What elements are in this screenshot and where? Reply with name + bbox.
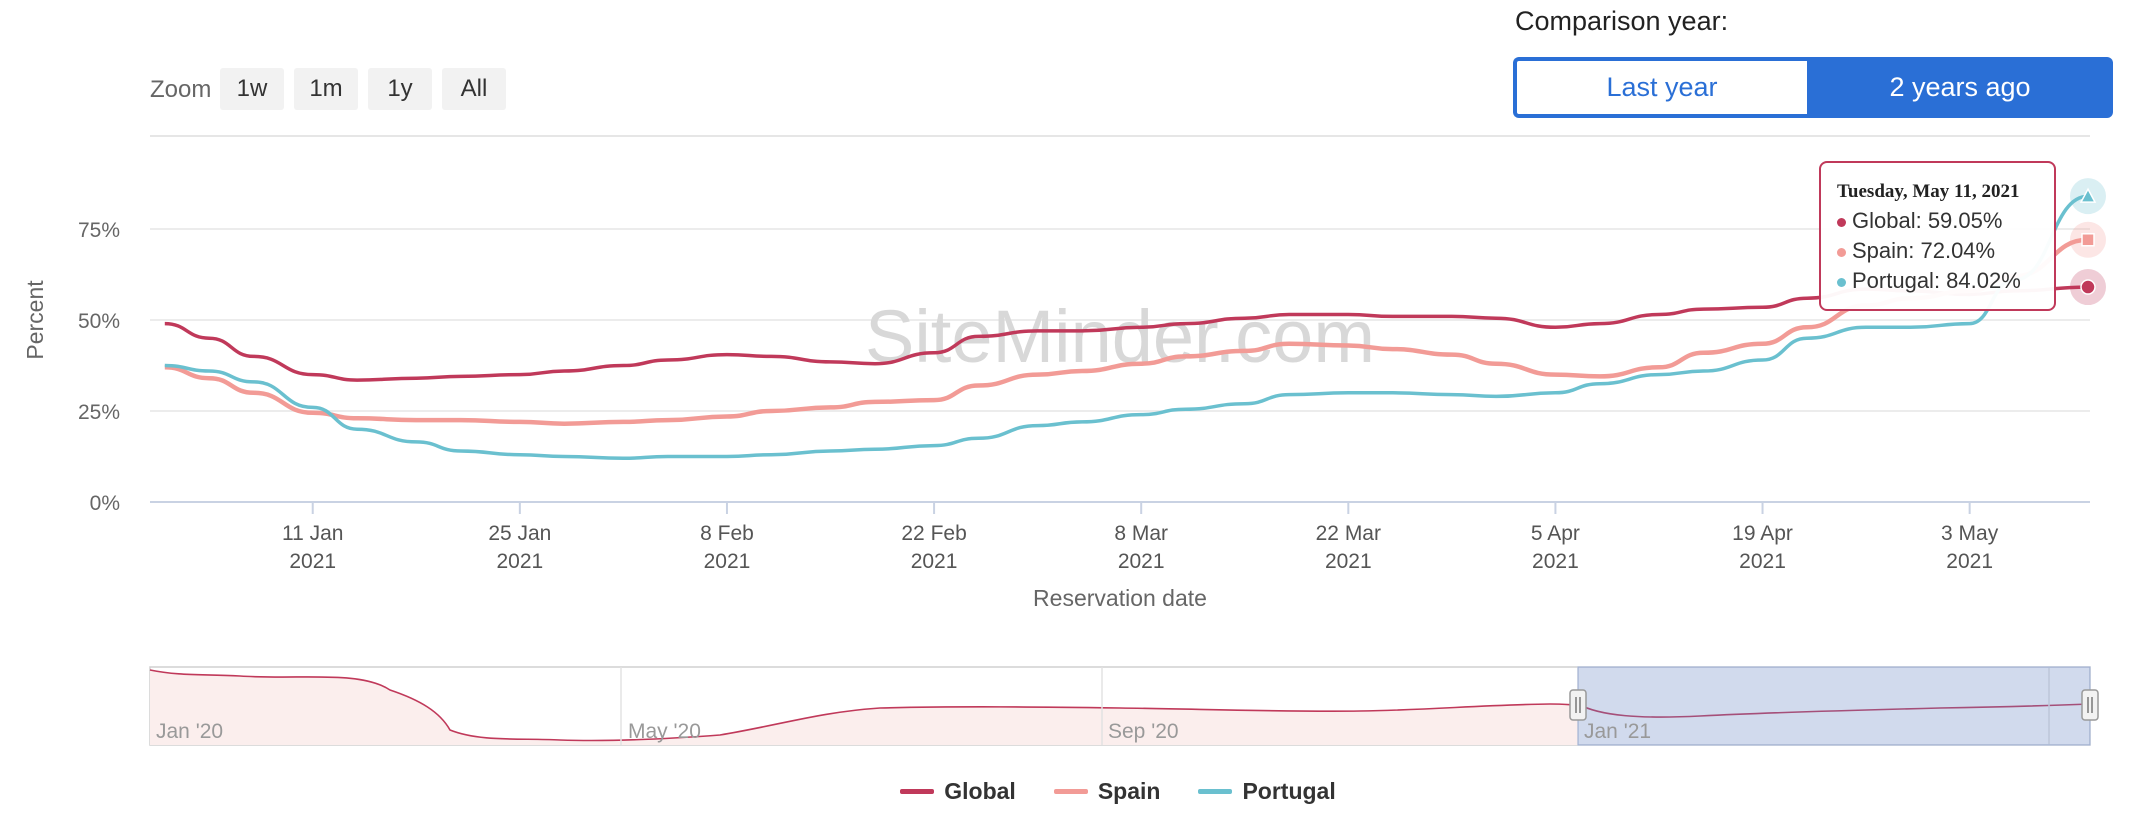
tooltip-spain-value: Spain: 72.04% xyxy=(1852,238,1996,263)
x-tick-label: 8 Feb xyxy=(700,522,754,545)
x-tick-label: 2021 xyxy=(1739,550,1786,573)
x-tick-label: 22 Mar xyxy=(1316,522,1381,545)
tooltip-row-portugal: Portugal: 84.02% xyxy=(1837,266,2038,296)
navigator-label-may20: May '20 xyxy=(628,720,701,743)
y-axis-title: Percent xyxy=(22,280,48,360)
tooltip-global-value: Global: 59.05% xyxy=(1852,208,2003,233)
x-tick-label: 2021 xyxy=(704,550,751,573)
navigator-selection[interactable] xyxy=(1577,666,2091,746)
zoom-all-button[interactable]: All xyxy=(442,68,506,110)
x-tick-label: 3 May xyxy=(1941,522,1999,545)
legend: Global Spain Portugal xyxy=(0,778,2146,805)
x-tick-label: 8 Mar xyxy=(1114,522,1168,545)
zoom-1w-button[interactable]: 1w xyxy=(220,68,284,110)
plot-area: SiteMinder.com 0%25%50%75% 11 Jan202125 … xyxy=(22,135,2106,611)
zoom-1m-button[interactable]: 1m xyxy=(294,68,358,110)
x-tick-label: 2021 xyxy=(911,550,958,573)
y-tick-label: 50% xyxy=(78,310,120,333)
navigator-area xyxy=(150,670,1578,745)
y-tick-label: 75% xyxy=(78,219,120,242)
y-tick-labels: 0% 25% 50% 75% xyxy=(78,219,120,515)
x-tick-label: 19 Apr xyxy=(1732,522,1793,545)
comparison-year-title: Comparison year: xyxy=(1515,6,1729,36)
x-tick-label: 2021 xyxy=(1532,550,1579,573)
x-tick-label: 2021 xyxy=(1118,550,1165,573)
series-lines xyxy=(164,194,2089,461)
spain-swatch-icon xyxy=(1053,789,1088,794)
legend-label-spain: Spain xyxy=(1097,778,1161,804)
last-year-button[interactable]: Last year xyxy=(1513,57,1807,118)
x-tick-label: 5 Apr xyxy=(1531,522,1580,545)
legend-item-portugal[interactable]: Portugal xyxy=(1198,778,1336,805)
y-tick-label: 25% xyxy=(78,401,120,424)
x-tick-label: 25 Jan xyxy=(488,522,551,545)
marker-point-global xyxy=(2080,279,2096,295)
series-line-global xyxy=(164,285,2089,382)
x-tick-label: 11 Jan xyxy=(282,522,344,545)
navigator-line xyxy=(149,669,2091,742)
zoom-label: Zoom xyxy=(150,76,212,103)
legend-item-global[interactable]: Global xyxy=(900,778,1016,805)
x-tick-label: 22 Feb xyxy=(901,522,966,545)
series-markers xyxy=(2070,178,2106,306)
legend-label-global: Global xyxy=(944,778,1016,804)
series-line-spain xyxy=(164,237,2089,426)
navigator-handle-left[interactable] xyxy=(1569,689,1587,721)
x-tick-label: 2021 xyxy=(1325,550,1372,573)
series-line-portugal xyxy=(164,194,2089,461)
two-years-ago-button[interactable]: 2 years ago xyxy=(1807,57,2113,118)
global-swatch-icon xyxy=(900,789,935,794)
tooltip-portugal-value: Portugal: 84.02% xyxy=(1852,268,2021,293)
x-axis-title: Reservation date xyxy=(1033,585,1207,611)
x-tick-label: 2021 xyxy=(496,550,543,573)
legend-item-spain[interactable]: Spain xyxy=(1053,778,1161,805)
portugal-swatch-icon xyxy=(1198,789,1233,794)
spain-dot-icon xyxy=(1837,247,1846,257)
x-tick-labels: 11 Jan 2021 25 Jan 2021 8 Feb 2021 22 Feb 2021 8… xyxy=(282,502,1999,573)
portugal-dot-icon xyxy=(1837,277,1846,287)
navigator-handle-right[interactable] xyxy=(2081,689,2099,721)
marker-point-spain xyxy=(2081,233,2095,247)
global-dot-icon xyxy=(1837,217,1846,227)
navigator-label-jan21: Jan '21 xyxy=(1584,720,1651,743)
legend-label-portugal: Portugal xyxy=(1242,778,1336,804)
navigator-label-jan20: Jan '20 xyxy=(156,720,223,743)
zoom-1y-button[interactable]: 1y xyxy=(368,68,432,110)
x-tick-label: 2021 xyxy=(289,550,336,573)
tooltip-row-spain: Spain: 72.04% xyxy=(1837,236,2038,266)
navigator-label-sep20: Sep '20 xyxy=(1108,720,1179,743)
x-tick-label: 2021 xyxy=(1946,550,1993,573)
y-tick-label: 0% xyxy=(90,492,120,515)
tooltip-date: Tuesday, May 11, 2021 xyxy=(1837,181,2020,202)
tooltip-row-global: Global: 59.05% xyxy=(1837,206,2038,236)
marker-point-portugal xyxy=(2079,187,2097,203)
data-tooltip: Tuesday, May 11, 2021 Global: 59.05% Spa… xyxy=(1819,161,2056,311)
navigator[interactable]: Jan '20 May '20 Sep '20 Jan '21 xyxy=(149,666,2099,746)
